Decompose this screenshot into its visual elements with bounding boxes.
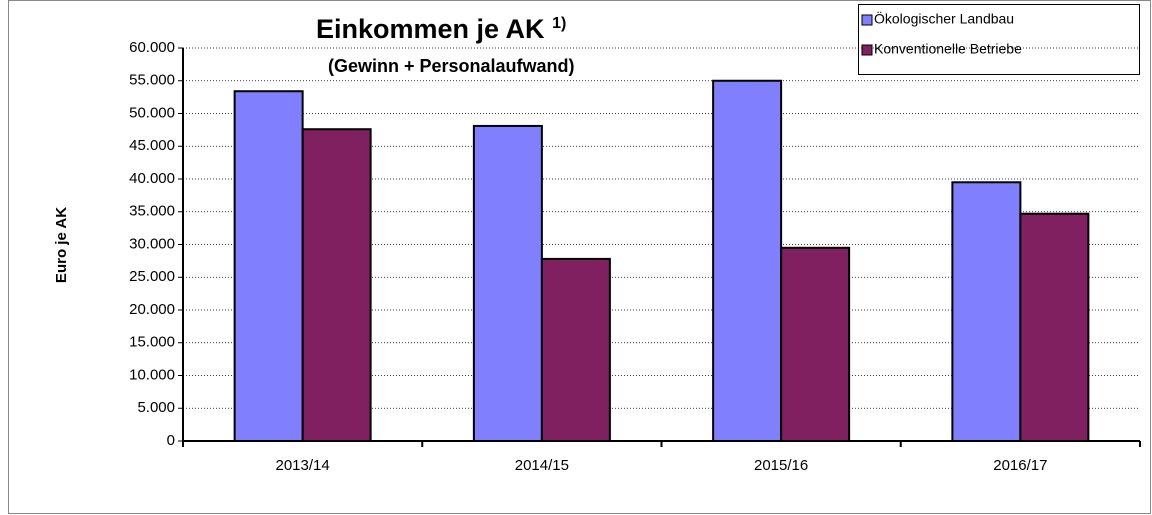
legend-box [858, 4, 1140, 75]
title-text: Einkommen je AK [316, 14, 545, 44]
y-tick-label: 20.000 [129, 301, 175, 318]
chart-subtitle: (Gewinn + Personalaufwand) [328, 56, 575, 76]
y-axis-label: Euro je AK [53, 207, 70, 283]
x-tick-label: 2016/17 [993, 457, 1047, 474]
bar [540, 257, 611, 442]
bar [712, 79, 783, 442]
bar [233, 90, 304, 442]
chart-title: Einkommen je AK 1) [316, 14, 566, 44]
y-tick-label: 55.000 [129, 72, 175, 89]
y-tick-label: 15.000 [129, 334, 175, 351]
bar [1019, 212, 1090, 442]
bar [951, 181, 1022, 442]
legend-swatch [861, 44, 873, 56]
x-tick-label: 2014/15 [515, 457, 569, 474]
bar [301, 128, 372, 442]
y-tick-label: 50.000 [129, 104, 175, 121]
y-tick-label: 60.000 [129, 39, 175, 56]
legend-swatch [861, 14, 873, 26]
title-note: 1) [552, 15, 566, 32]
bar [780, 246, 851, 442]
y-tick-label: 25.000 [129, 268, 175, 285]
x-tick-label: 2015/16 [754, 457, 808, 474]
bar [472, 124, 543, 442]
y-tick-label: 35.000 [129, 203, 175, 220]
y-tick-label: 40.000 [129, 170, 175, 187]
y-tick-label: 10.000 [129, 366, 175, 383]
legend-label: Ökologischer Landbau [874, 10, 1014, 27]
y-tick-label: 30.000 [129, 235, 175, 252]
y-tick-label: 5.000 [137, 399, 175, 416]
x-tick-label: 2013/14 [276, 457, 330, 474]
y-tick-label: 0 [167, 432, 175, 449]
legend-label: Konventionelle Betriebe [874, 41, 1022, 57]
y-tick-label: 45.000 [129, 137, 175, 154]
